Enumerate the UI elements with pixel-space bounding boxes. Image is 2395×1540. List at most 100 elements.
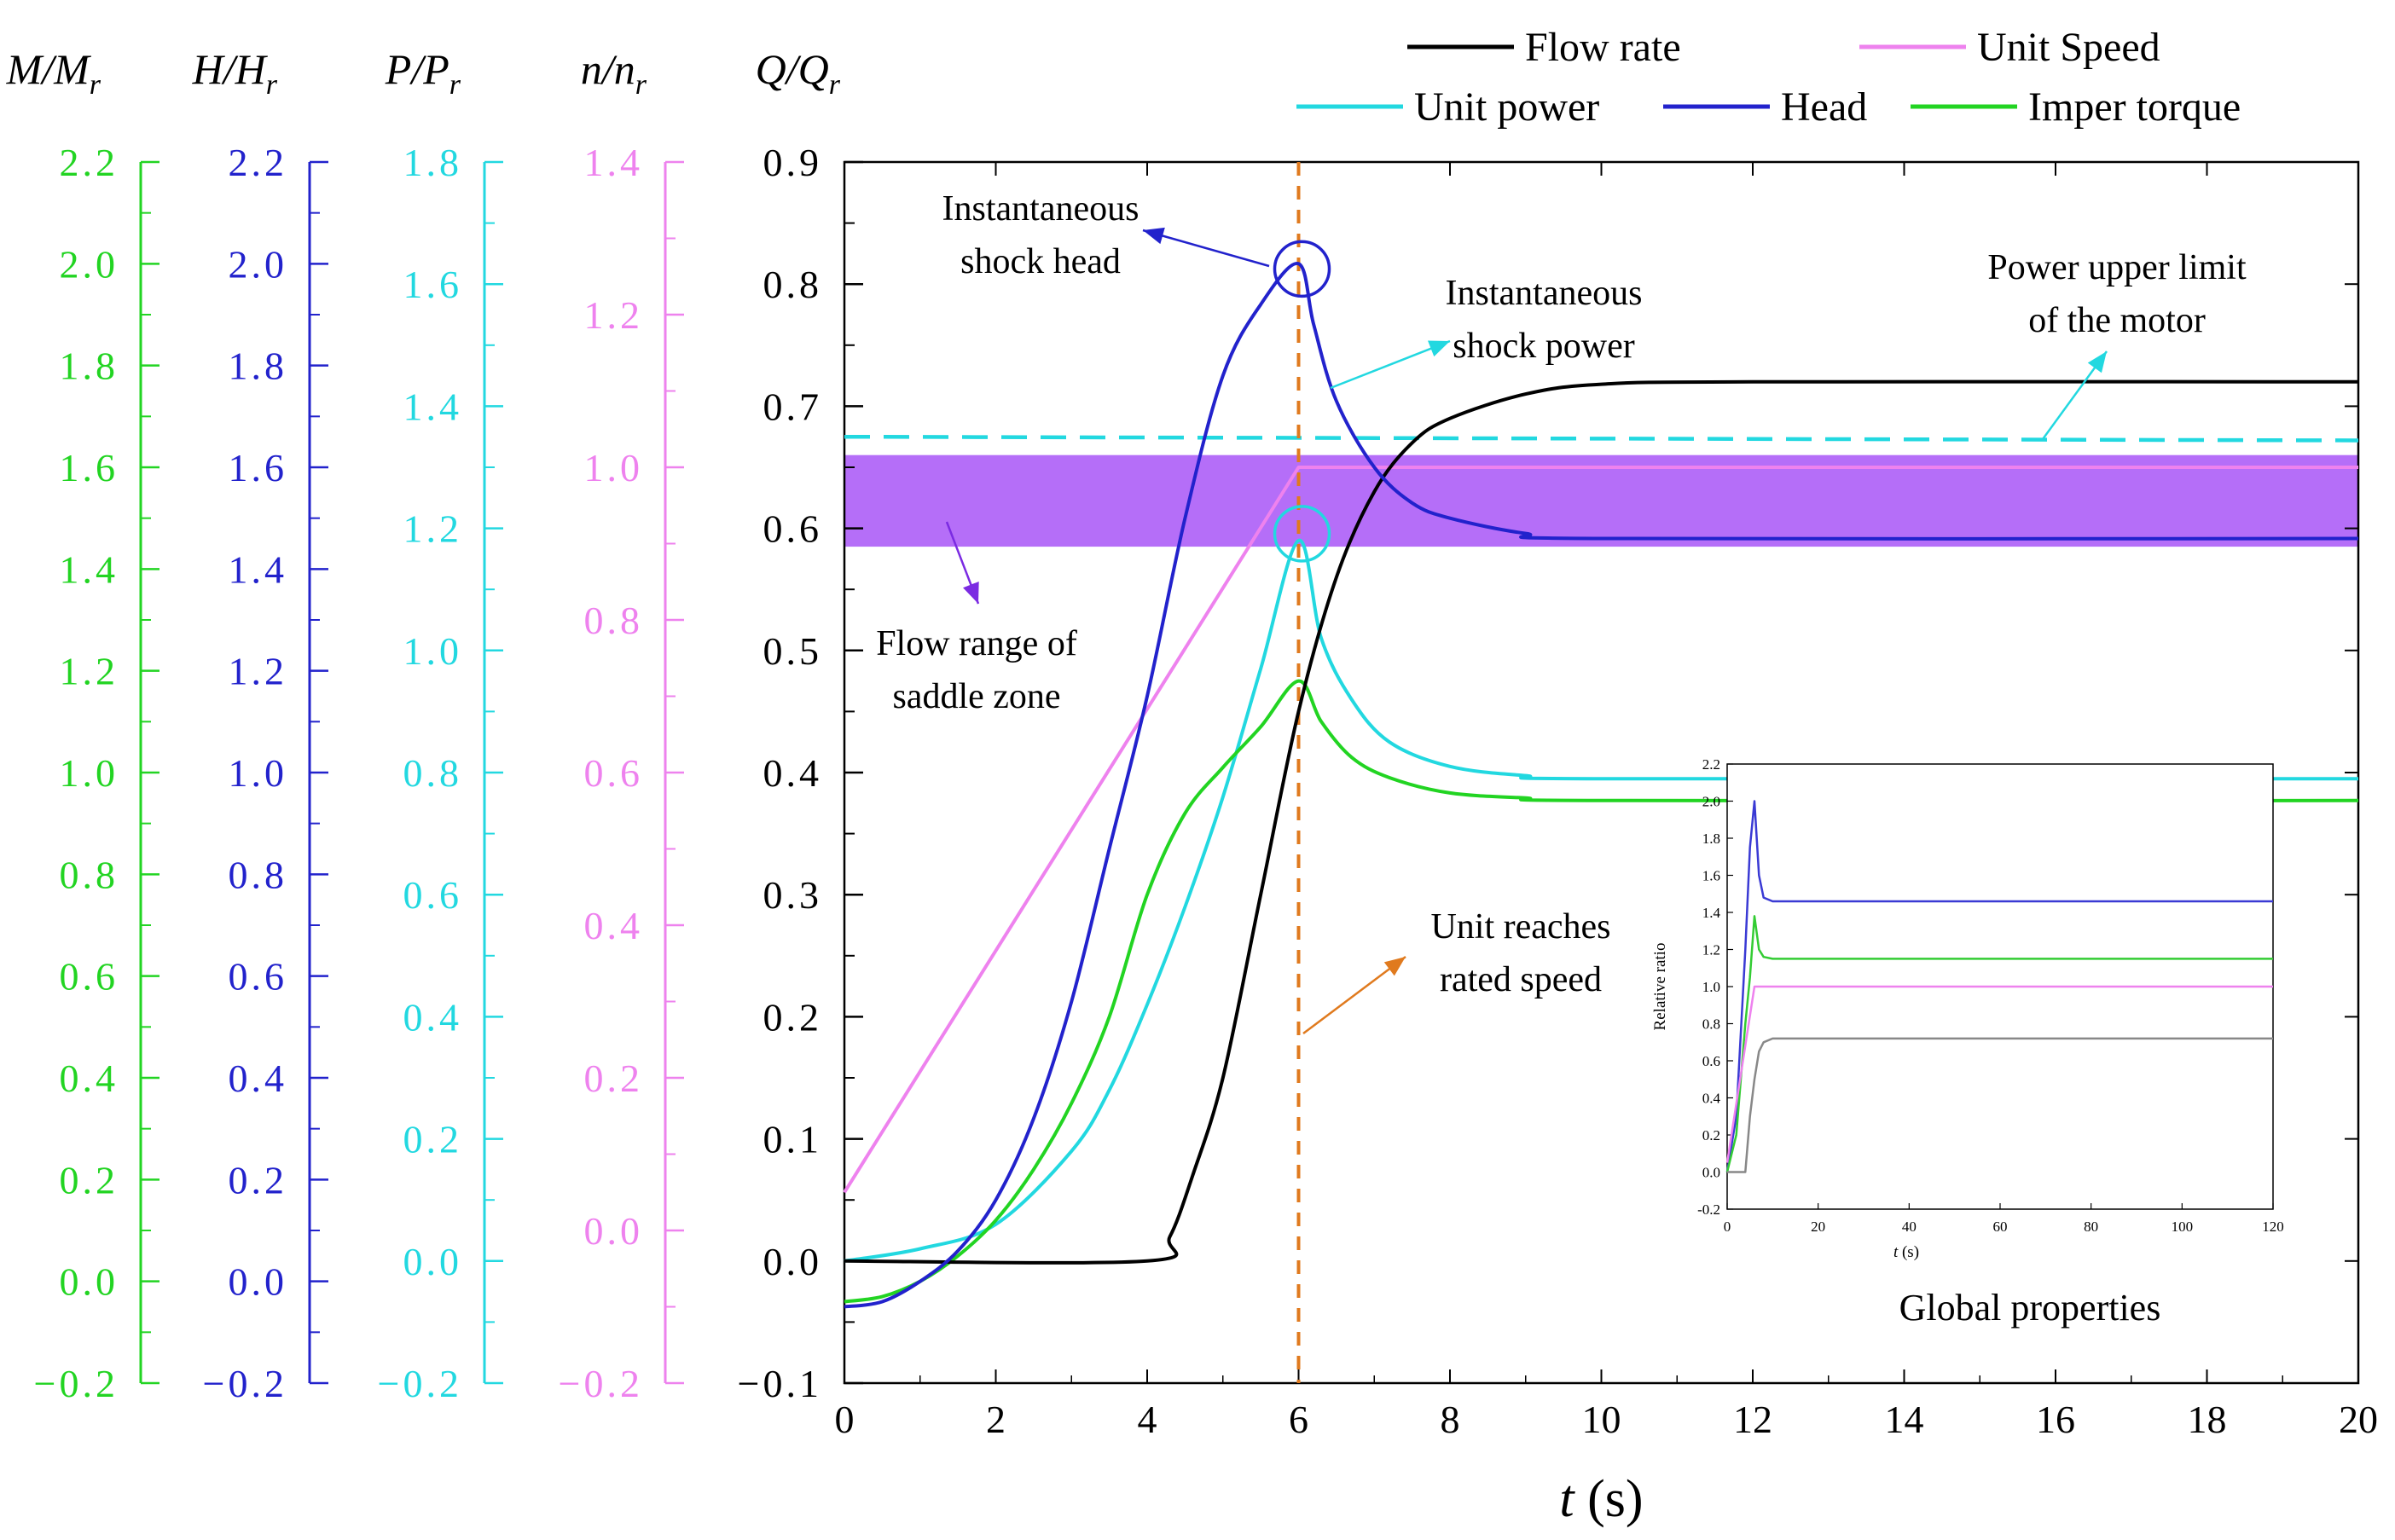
y-tick-label-torque: 2.2 xyxy=(60,141,119,184)
y-tick-label-power: −0.2 xyxy=(378,1362,462,1405)
y-tick-label-speed: 0.0 xyxy=(584,1209,644,1253)
y-axis-label-torque: M/Mr xyxy=(6,45,101,101)
y-tick-label-torque: 0.2 xyxy=(60,1158,119,1201)
y-tick-label-flow: 0.8 xyxy=(763,263,823,306)
inset-y-tick-label: 1.6 xyxy=(1702,868,1720,884)
y-tick-label-speed: 1.2 xyxy=(584,293,644,337)
annotation-layer: Instantaneous shock head Instantaneous shoc… xyxy=(876,189,2247,1034)
y-tick-label-power: 1.8 xyxy=(403,141,463,184)
y-tick-label-power: 0.2 xyxy=(403,1118,463,1161)
annotation-shock-power-line2: shock power xyxy=(1453,327,1634,366)
arrow-rated-head xyxy=(1383,957,1406,976)
inset-series-speed xyxy=(1725,985,2273,1163)
x-tick-label: 18 xyxy=(2188,1398,2227,1441)
y-tick-label-flow: 0.3 xyxy=(763,873,823,917)
inset-y-tick-label: 1.0 xyxy=(1702,979,1720,995)
inset-y-tick-label: -0.2 xyxy=(1697,1201,1720,1218)
inset-layer: -0.2 0.0 0.2 0.4 0.6 0.8 1.0 1.2 1.4 1.6 1.8 2.0 2.2… xyxy=(1651,756,2284,1329)
y-tick-label-torque: −0.2 xyxy=(34,1362,119,1405)
series-line-torque xyxy=(844,679,2359,1304)
x-tick-label: 8 xyxy=(1441,1398,1460,1441)
y-tick-label-torque: 1.8 xyxy=(60,344,119,388)
annotation-shock-power-line1: Instantaneous xyxy=(1446,274,1643,313)
annotation-power-limit-line2: of the motor xyxy=(2028,301,2206,340)
y-tick-label-head: 2.2 xyxy=(229,141,288,184)
x-tick-label: 6 xyxy=(1289,1398,1308,1441)
series-layer xyxy=(843,162,2359,1383)
legend-label-power: Unit power xyxy=(1414,84,1599,130)
inset-y-tick-label: 1.2 xyxy=(1702,942,1720,958)
y-tick-label-flow: 0.7 xyxy=(763,385,823,428)
y-tick-label-torque: 2.0 xyxy=(60,242,119,286)
y-tick-label-flow: −0.1 xyxy=(738,1362,822,1405)
y-tick-label-power: 0.8 xyxy=(403,751,463,795)
inset-title: Global properties xyxy=(1899,1287,2161,1329)
annotation-power-limit-line1: Power upper limit xyxy=(1987,248,2247,287)
y-tick-label-speed: 1.4 xyxy=(584,141,644,184)
x-tick-label: 14 xyxy=(1885,1398,1924,1441)
y-tick-label-head: 1.8 xyxy=(229,344,288,388)
x-tick-label: 4 xyxy=(1138,1398,1157,1441)
plot-frame-layer: 0 2 4 6 8 10 12 14 16 18 20 t (s) xyxy=(835,160,2378,1528)
inset-y-tick-label: 0.8 xyxy=(1702,1016,1720,1033)
series-line-speed xyxy=(843,466,2358,1194)
inset-series-head xyxy=(1725,800,2273,1172)
y-tick-label-speed: −0.2 xyxy=(559,1362,643,1405)
y-tick-label-flow: 0.4 xyxy=(763,751,823,795)
annotation-rated-line1: Unit reaches xyxy=(1430,907,1610,947)
y-axis-label-speed: n/nr xyxy=(581,45,647,101)
arrow-shock-head-head xyxy=(1143,227,1165,245)
arrow-shock-power-shaft xyxy=(1330,339,1451,390)
y-tick-label-torque: 1.0 xyxy=(60,751,119,795)
y-tick-label-torque: 0.4 xyxy=(60,1057,119,1100)
annotation-rated-line2: rated speed xyxy=(1440,960,1602,999)
y-tick-label-power: 1.6 xyxy=(403,263,463,306)
inset-y-tick-label: 1.8 xyxy=(1702,831,1720,847)
y-tick-label-power: 1.4 xyxy=(403,385,463,428)
inset-y-tick-label: 2.2 xyxy=(1702,756,1720,773)
y-axis-label-flow: Q/Qr xyxy=(756,45,841,101)
inset-x-tick-label: 120 xyxy=(2262,1219,2284,1235)
legend-label-speed: Unit Speed xyxy=(1977,25,2160,70)
left-axes-layer: −0.2 0.0 0.2 0.4 0.6 0.8 1.0 1.2 1.4 1.6 1.8 2.0 2.2… xyxy=(6,45,2358,1405)
inset-y-tick-label: 2.0 xyxy=(1702,794,1720,810)
series-line-flow xyxy=(844,379,2359,1265)
y-tick-label-flow: 0.0 xyxy=(763,1240,823,1283)
y-tick-label-head: 1.6 xyxy=(229,446,288,489)
arrow-power-limit-head xyxy=(2087,351,2107,373)
annotation-shock-head-line1: Instantaneous xyxy=(942,189,1140,229)
y-tick-label-speed: 0.2 xyxy=(584,1057,644,1100)
y-tick-label-head: 0.6 xyxy=(229,955,288,999)
annotation-saddle-line1: Flow range of xyxy=(876,624,1077,663)
legend-layer: Flow rate Unit Speed Unit power Head Imper t… xyxy=(1296,25,2241,130)
inset-y-tick-label: 0.6 xyxy=(1702,1053,1720,1069)
power-limit-line xyxy=(844,434,2359,443)
y-tick-label-head: 1.2 xyxy=(229,650,288,693)
inset-y-axis-label: Relative ratio xyxy=(1651,943,1669,1031)
y-tick-label-speed: 0.8 xyxy=(584,599,644,642)
y-tick-label-head: 2.0 xyxy=(229,242,288,286)
legend-label-flow: Flow rate xyxy=(1525,25,1681,70)
y-tick-label-power: 0.6 xyxy=(403,873,463,917)
inset-x-tick-label: 80 xyxy=(2084,1219,2098,1235)
arrow-shock-power-head xyxy=(1428,340,1450,357)
y-tick-label-torque: 1.2 xyxy=(60,650,119,693)
inset-x-tick-label: 0 xyxy=(1724,1219,1731,1235)
y-tick-label-speed: 0.6 xyxy=(584,751,644,795)
y-tick-label-head: 0.0 xyxy=(229,1260,288,1304)
y-tick-label-power: 1.0 xyxy=(403,629,463,673)
x-tick-label: 2 xyxy=(986,1398,1006,1441)
shock-power-circle xyxy=(1273,505,1331,563)
y-tick-label-head: −0.2 xyxy=(203,1362,287,1405)
arrow-rated-shaft xyxy=(1302,956,1406,1034)
x-tick-label: 12 xyxy=(1733,1398,1772,1441)
inset-x-tick-label: 60 xyxy=(1993,1219,2008,1235)
y-tick-label-torque: 1.6 xyxy=(60,446,119,489)
y-tick-label-power: 0.4 xyxy=(403,995,463,1039)
inset-y-tick-label: 0.0 xyxy=(1702,1165,1720,1181)
y-tick-label-speed: 1.0 xyxy=(584,446,644,489)
y-tick-label-speed: 0.4 xyxy=(584,904,644,947)
x-tick-label: 16 xyxy=(2036,1398,2075,1441)
shock-head-circle xyxy=(1273,240,1331,298)
